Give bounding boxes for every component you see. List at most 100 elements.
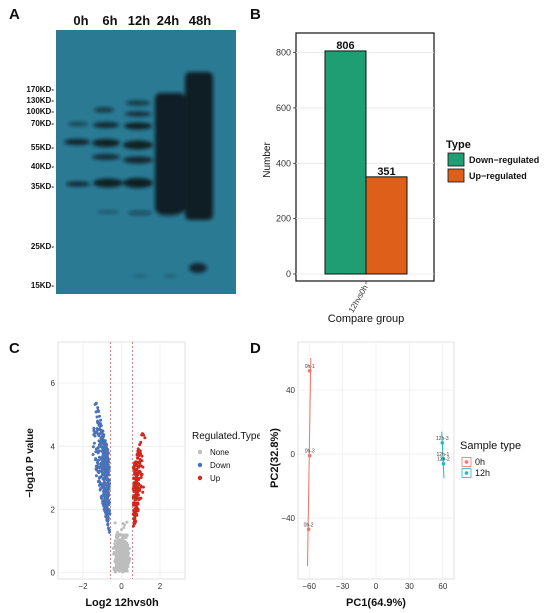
- volcano-y-tick-label: 0: [51, 569, 56, 578]
- volcano-point-none: [122, 567, 126, 571]
- panel-letter-d: D: [250, 340, 261, 357]
- volcano-plot-panel: −2 0 2 0 2 4 6 −log10 P value Log2 12hvs0h Reg…: [25, 341, 260, 609]
- volcano-point-up: [143, 436, 147, 440]
- volcano-legend-key: [197, 475, 203, 481]
- volcano-point-down: [106, 460, 110, 464]
- volcano-point-up: [134, 498, 138, 502]
- volcano-point-none: [123, 555, 127, 559]
- volcano-point-up: [136, 447, 140, 451]
- pca-point-label: 0h-1: [305, 364, 315, 370]
- volcano-point-down: [92, 426, 96, 430]
- volcano-point-down: [106, 477, 110, 481]
- volcano-point-down: [93, 434, 97, 438]
- bar-value-label: 806: [336, 40, 354, 52]
- volcano-legend-label: Down: [210, 461, 230, 470]
- pca-ellipse-0h: [306, 358, 312, 567]
- volcano-point-none: [119, 528, 123, 532]
- volcano-point-down: [94, 450, 98, 454]
- blot-band: [126, 100, 150, 106]
- bar-y-axis-label: Number: [262, 142, 273, 178]
- volcano-point-down: [91, 453, 95, 457]
- blot-band: [64, 139, 90, 145]
- volcano-point-down: [94, 402, 98, 406]
- blot-band: [124, 122, 152, 130]
- volcano-point-none: [126, 543, 130, 547]
- pca-point: [441, 457, 445, 461]
- volcano-point-none: [121, 521, 125, 525]
- volcano-point-down: [104, 508, 108, 512]
- volcano-point-up: [132, 502, 136, 506]
- volcano-point-up: [138, 470, 142, 474]
- blot-band: [133, 275, 147, 277]
- volcano-point-down: [103, 474, 107, 478]
- bar-y-tick-label: 200: [276, 214, 291, 224]
- volcano-point-down: [107, 483, 111, 487]
- blot-lane-label: 48h: [189, 13, 211, 28]
- volcano-point-down: [100, 494, 104, 498]
- volcano-point-down: [103, 458, 107, 462]
- blot-band: [123, 156, 153, 164]
- volcano-point-down: [94, 474, 98, 478]
- volcano-point-down: [103, 446, 107, 450]
- volcano-point-down: [94, 410, 98, 414]
- blot-band: [68, 122, 88, 126]
- legend-swatch-down: [447, 152, 465, 167]
- pca-point-label: 12h-3: [436, 436, 449, 442]
- volcano-point-up: [140, 454, 144, 458]
- volcano-point-none: [119, 558, 123, 562]
- pca-x-tick-label: 60: [438, 582, 447, 591]
- volcano-point-none: [114, 560, 118, 564]
- blot-band: [123, 140, 153, 150]
- volcano-point-down: [102, 455, 106, 459]
- volcano-point-down: [98, 422, 102, 426]
- volcano-point-down: [105, 517, 109, 521]
- volcano-point-none: [117, 538, 121, 542]
- volcano-point-none: [121, 561, 125, 565]
- volcano-point-none: [116, 568, 120, 572]
- blot-marker-label: 40KD-: [31, 162, 54, 171]
- volcano-point-up: [133, 521, 137, 525]
- volcano-point-none: [115, 565, 119, 569]
- volcano-point-down: [98, 414, 102, 418]
- volcano-point-up: [138, 449, 142, 453]
- volcano-point-down: [98, 483, 102, 487]
- volcano-point-none: [121, 549, 125, 553]
- pca-legend-title: Sample type: [460, 440, 521, 452]
- volcano-point-up: [137, 464, 141, 468]
- volcano-point-down: [92, 441, 96, 445]
- volcano-point-down: [100, 449, 104, 453]
- pca-y-tick-label: 40: [286, 386, 295, 395]
- pca-x-axis-label: PC1(64.9%): [346, 597, 406, 609]
- volcano-x-axis-label: Log2 12hvs0h: [85, 597, 159, 609]
- volcano-point-down: [104, 513, 108, 517]
- blot-marker-label: 100KD-: [26, 107, 54, 116]
- bar-value-label: 351: [377, 166, 395, 178]
- volcano-point-none: [123, 545, 127, 549]
- blot-band: [125, 111, 151, 117]
- volcano-point-down: [94, 464, 98, 468]
- volcano-point-down: [96, 458, 100, 462]
- blot-band: [185, 72, 213, 220]
- volcano-point-none: [115, 556, 119, 560]
- pca-x-tick-label: 0: [374, 582, 379, 591]
- volcano-point-up: [132, 511, 136, 515]
- panel-letter-c: C: [9, 340, 20, 357]
- volcano-point-down: [98, 465, 102, 469]
- volcano-point-none: [118, 544, 122, 548]
- volcano-point-up: [137, 497, 141, 501]
- blot-marker-label: 55KD-: [31, 143, 54, 152]
- volcano-point-none: [113, 521, 117, 525]
- pca-point-label: 0h-3: [305, 449, 315, 455]
- bar-legend-label: Up−regulated: [469, 171, 527, 181]
- volcano-point-none: [126, 563, 130, 567]
- blot-band: [94, 107, 114, 113]
- bar-chart-panel: 806 351 0 200 400 600 800 12hvs0h Number Comp…: [262, 32, 539, 325]
- blot-lane-label: 12h: [128, 13, 150, 28]
- volcano-point-down: [106, 498, 110, 502]
- volcano-y-axis-label: −log10 P value: [25, 428, 36, 498]
- pca-point-label: 0h-2: [304, 522, 314, 528]
- volcano-point-down: [103, 469, 107, 473]
- volcano-point-down: [102, 465, 106, 469]
- blot-marker-label: 35KD-: [31, 182, 54, 191]
- volcano-point-none: [124, 533, 128, 537]
